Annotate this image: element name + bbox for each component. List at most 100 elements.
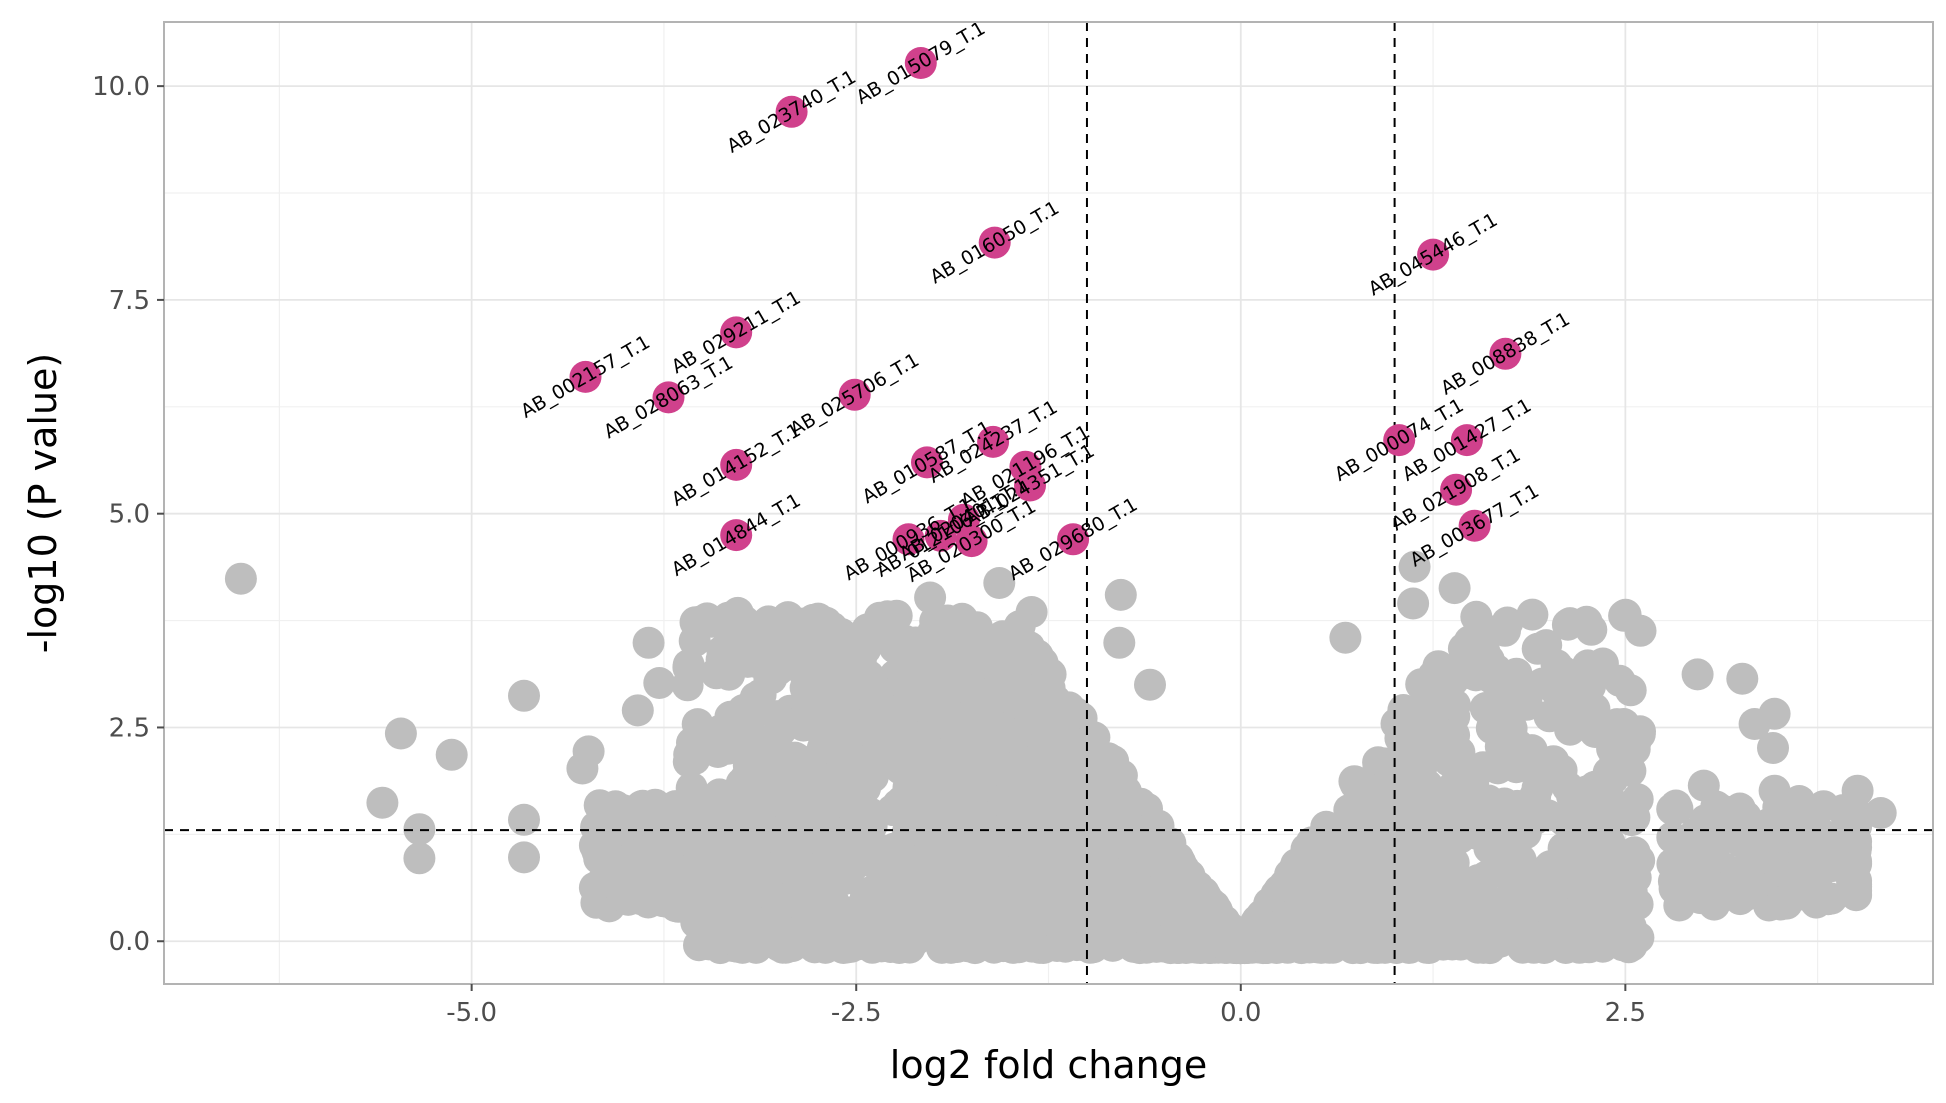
background-point xyxy=(733,796,766,829)
background-point xyxy=(1461,931,1494,964)
significant-point xyxy=(1417,238,1450,271)
background-point xyxy=(1024,798,1056,831)
background-point xyxy=(1441,770,1474,803)
x-tick-label: -5.0 xyxy=(446,998,497,1028)
background-point xyxy=(1085,763,1118,796)
background-point xyxy=(1437,664,1470,697)
background-point xyxy=(1790,828,1823,861)
background-point xyxy=(684,605,717,638)
background-point xyxy=(667,882,700,915)
significant-point xyxy=(569,360,602,393)
background-point xyxy=(1500,751,1533,784)
significant-point xyxy=(978,226,1011,259)
background-point xyxy=(752,605,785,638)
background-point xyxy=(931,699,964,732)
significant-point xyxy=(1440,473,1473,506)
background-point xyxy=(921,790,954,823)
background-point xyxy=(508,679,540,712)
background-point xyxy=(224,562,257,595)
background-point xyxy=(366,786,399,819)
background-point xyxy=(787,709,820,742)
background-point xyxy=(1758,697,1791,730)
background-point xyxy=(1104,578,1137,611)
background-point xyxy=(1398,550,1431,583)
background-point xyxy=(1618,836,1651,869)
background-point xyxy=(1840,799,1873,832)
significant-point xyxy=(720,448,753,481)
background-point xyxy=(823,824,855,857)
significant-point xyxy=(911,446,943,479)
background-point xyxy=(1554,607,1586,640)
background-point xyxy=(1516,598,1549,631)
background-point xyxy=(1192,921,1225,954)
background-point xyxy=(998,878,1031,911)
y-axis-ticks: 0.0 2.5 5.0 7.5 10.0 xyxy=(92,72,164,957)
background-point xyxy=(1783,785,1816,817)
background-point xyxy=(1383,896,1415,929)
background-point xyxy=(761,700,794,733)
background-point xyxy=(1603,664,1636,697)
background-point xyxy=(1381,845,1414,878)
background-point xyxy=(1324,834,1357,867)
background-point xyxy=(1803,857,1836,890)
background-point xyxy=(1103,626,1136,659)
significant-point xyxy=(720,316,753,349)
background-point xyxy=(619,878,652,911)
background-point xyxy=(1358,914,1391,946)
background-point xyxy=(878,890,911,923)
background-point xyxy=(621,694,654,727)
x-tick-label: 0.0 xyxy=(1220,998,1261,1028)
background-point xyxy=(734,700,767,733)
x-tick-label: -2.5 xyxy=(831,998,882,1028)
background-point xyxy=(721,596,754,629)
background-point xyxy=(914,581,947,614)
background-point xyxy=(1816,826,1849,859)
background-point xyxy=(1134,668,1166,701)
background-point xyxy=(1864,797,1897,829)
significant-point xyxy=(904,47,937,79)
background-point xyxy=(384,717,417,750)
background-point xyxy=(863,615,896,648)
background-point xyxy=(1619,861,1652,894)
background-point xyxy=(1064,746,1097,779)
background-point xyxy=(1757,732,1789,764)
background-point xyxy=(1588,901,1621,934)
background-point xyxy=(705,643,738,676)
significant-point xyxy=(1450,424,1483,457)
background-point xyxy=(1557,675,1590,708)
background-point xyxy=(878,696,911,729)
background-point xyxy=(837,679,870,711)
background-point xyxy=(769,931,802,964)
background-point xyxy=(1407,744,1440,777)
background-point xyxy=(632,626,665,659)
background-point xyxy=(1438,572,1471,605)
background-point xyxy=(753,661,786,694)
y-tick-label: 0.0 xyxy=(109,927,150,957)
background-point xyxy=(1733,848,1766,881)
background-point xyxy=(729,763,762,796)
background-point xyxy=(1730,878,1763,911)
background-point xyxy=(946,602,979,635)
background-point xyxy=(1491,606,1524,639)
background-point xyxy=(566,752,599,785)
background-point xyxy=(1437,898,1470,931)
background-point xyxy=(1128,875,1161,908)
background-point xyxy=(689,722,722,755)
background-point xyxy=(672,649,705,681)
background-point xyxy=(1059,697,1092,730)
background-point xyxy=(1008,746,1040,779)
background-point xyxy=(1397,587,1430,620)
background-point xyxy=(816,715,849,748)
significant-point xyxy=(1014,469,1046,502)
background-point xyxy=(1332,809,1365,841)
background-point xyxy=(1492,823,1524,856)
background-point xyxy=(729,862,762,895)
background-point xyxy=(856,760,889,793)
significant-point xyxy=(892,523,925,556)
background-point xyxy=(1373,769,1406,802)
background-point xyxy=(1152,847,1185,880)
background-point xyxy=(792,608,825,640)
background-point xyxy=(508,803,540,836)
background-point xyxy=(1554,713,1587,746)
